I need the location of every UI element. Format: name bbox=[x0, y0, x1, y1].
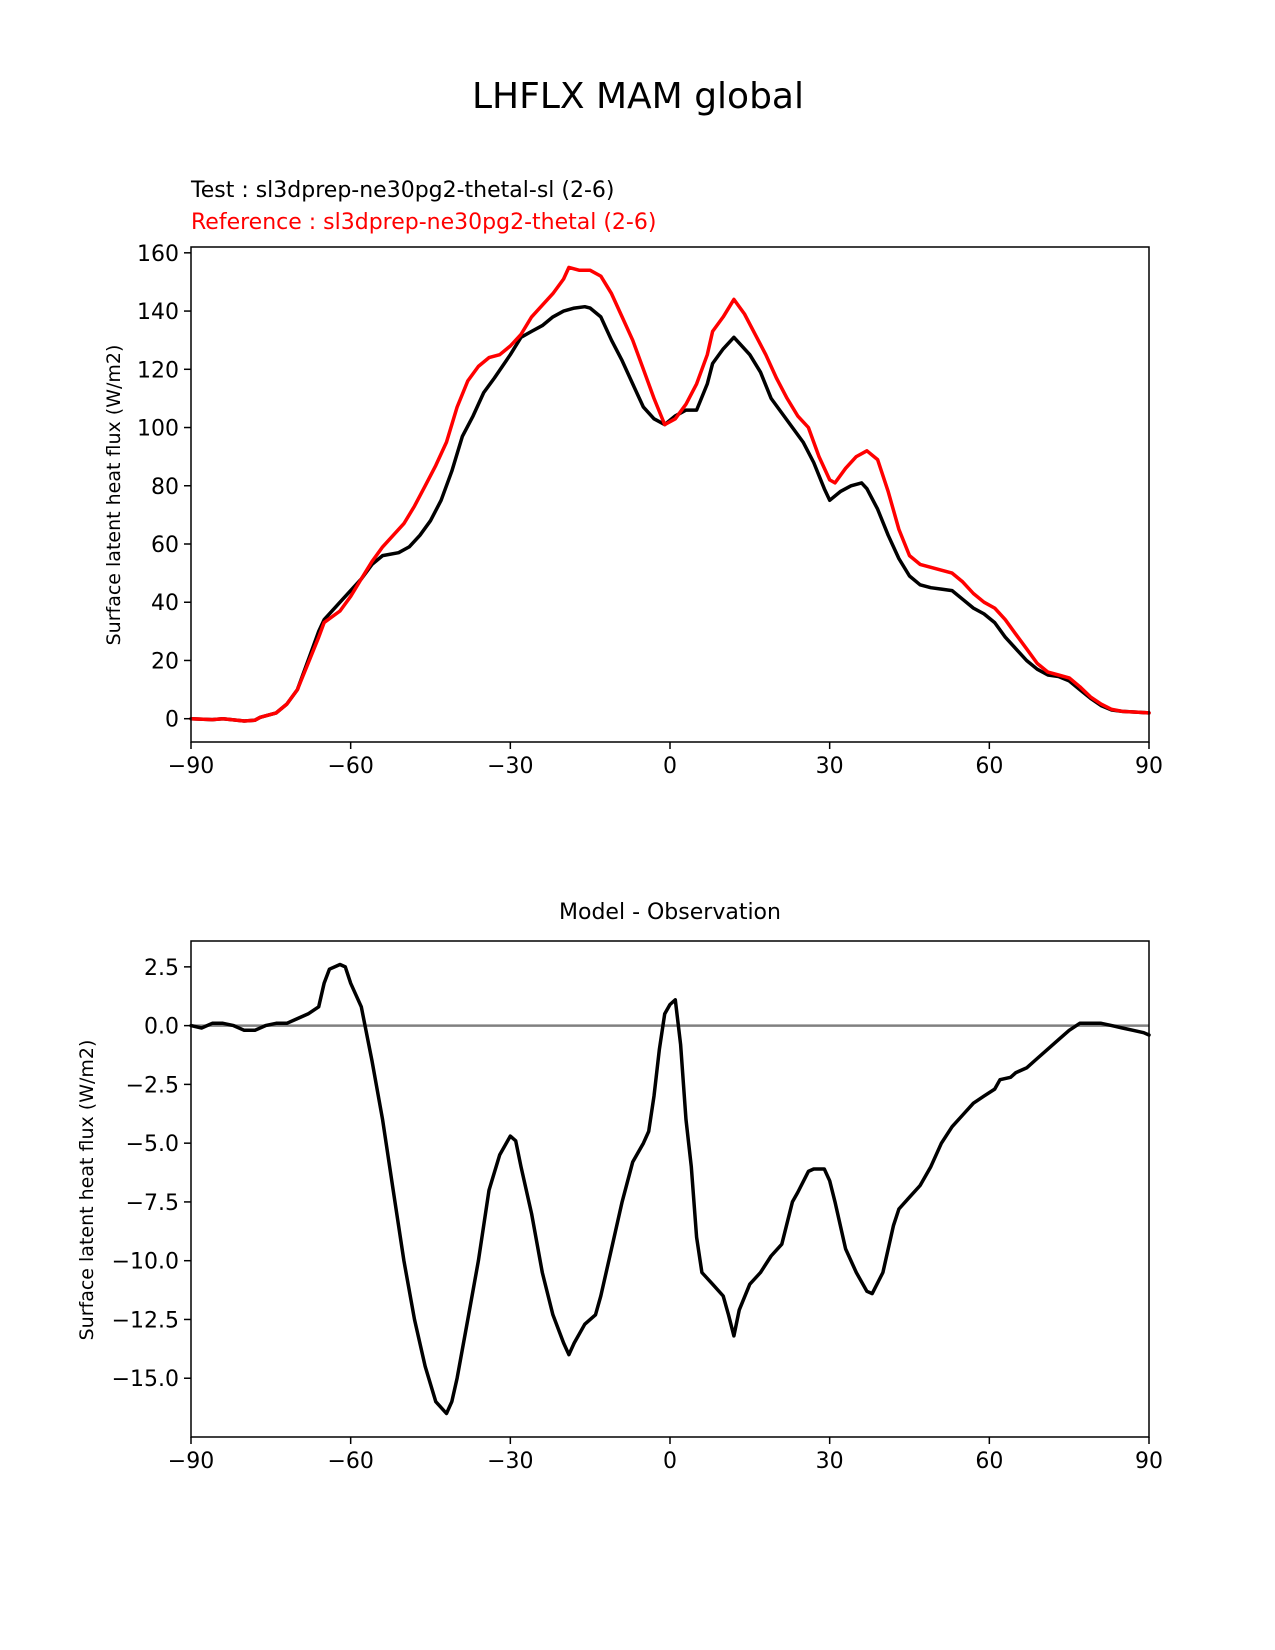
top-ytick-label: 80 bbox=[151, 475, 179, 500]
bottom-axes-frame bbox=[190, 940, 1150, 1438]
top-xtick-label: −90 bbox=[168, 754, 214, 779]
top-ylabel: Surface latent heat flux (W/m2) bbox=[103, 345, 125, 646]
test-label: Test : sl3dprep-ne30pg2-thetal-sl (2-6) bbox=[190, 178, 615, 203]
bottom-diff-line bbox=[189, 962, 1151, 1416]
difference-panel: Model - Observation Surface latent heat … bbox=[76, 900, 1163, 1474]
bottom-xtick-label: 60 bbox=[975, 1449, 1003, 1474]
top-reference-line bbox=[189, 265, 1151, 723]
top-xtick-label: −60 bbox=[327, 754, 373, 779]
bottom-ytick-label: −5.0 bbox=[126, 1132, 179, 1157]
top-ytick-label: 20 bbox=[151, 649, 179, 674]
top-ytick-label: 160 bbox=[137, 242, 179, 267]
top-ytick-label: 100 bbox=[137, 417, 179, 442]
bottom-ytick-label: −2.5 bbox=[126, 1073, 179, 1098]
bottom-xtick-label: 90 bbox=[1135, 1449, 1163, 1474]
reference-label: Reference : sl3dprep-ne30pg2-thetal (2-6… bbox=[191, 210, 656, 235]
bottom-ytick-label: 2.5 bbox=[144, 956, 179, 981]
bottom-ytick-label: −10.0 bbox=[112, 1250, 179, 1275]
top-xtick-label: −30 bbox=[487, 754, 533, 779]
bottom-ytick-label: −15.0 bbox=[112, 1367, 179, 1392]
top-axes-frame bbox=[190, 246, 1150, 743]
top-xtick-label: 30 bbox=[816, 754, 844, 779]
top-ytick-label: 0 bbox=[165, 708, 179, 733]
top-xtick-label: 0 bbox=[663, 754, 677, 779]
figure-title: LHFLX MAM global bbox=[472, 76, 804, 117]
bottom-ytick-label: −7.5 bbox=[126, 1191, 179, 1216]
bottom-ytick-label: −12.5 bbox=[112, 1308, 179, 1333]
top-xtick-label: 90 bbox=[1135, 754, 1163, 779]
top-ytick-label: 120 bbox=[137, 358, 179, 383]
bottom-xtick-label: −30 bbox=[487, 1449, 533, 1474]
mean-latitude-panel: Test : sl3dprep-ne30pg2-thetal-sl (2-6) … bbox=[103, 178, 1163, 779]
top-test-line bbox=[189, 304, 1151, 723]
top-xtick-label: 60 bbox=[975, 754, 1003, 779]
bottom-title: Model - Observation bbox=[559, 900, 781, 925]
bottom-ytick-label: 0.0 bbox=[144, 1015, 179, 1040]
top-ytick-label: 40 bbox=[151, 591, 179, 616]
top-ytick-label: 60 bbox=[151, 533, 179, 558]
bottom-xtick-label: −90 bbox=[168, 1449, 214, 1474]
bottom-ylabel: Surface latent heat flux (W/m2) bbox=[76, 1040, 98, 1341]
bottom-xtick-label: −60 bbox=[327, 1449, 373, 1474]
bottom-xtick-label: 30 bbox=[816, 1449, 844, 1474]
bottom-xtick-label: 0 bbox=[663, 1449, 677, 1474]
top-ytick-label: 140 bbox=[137, 300, 179, 325]
